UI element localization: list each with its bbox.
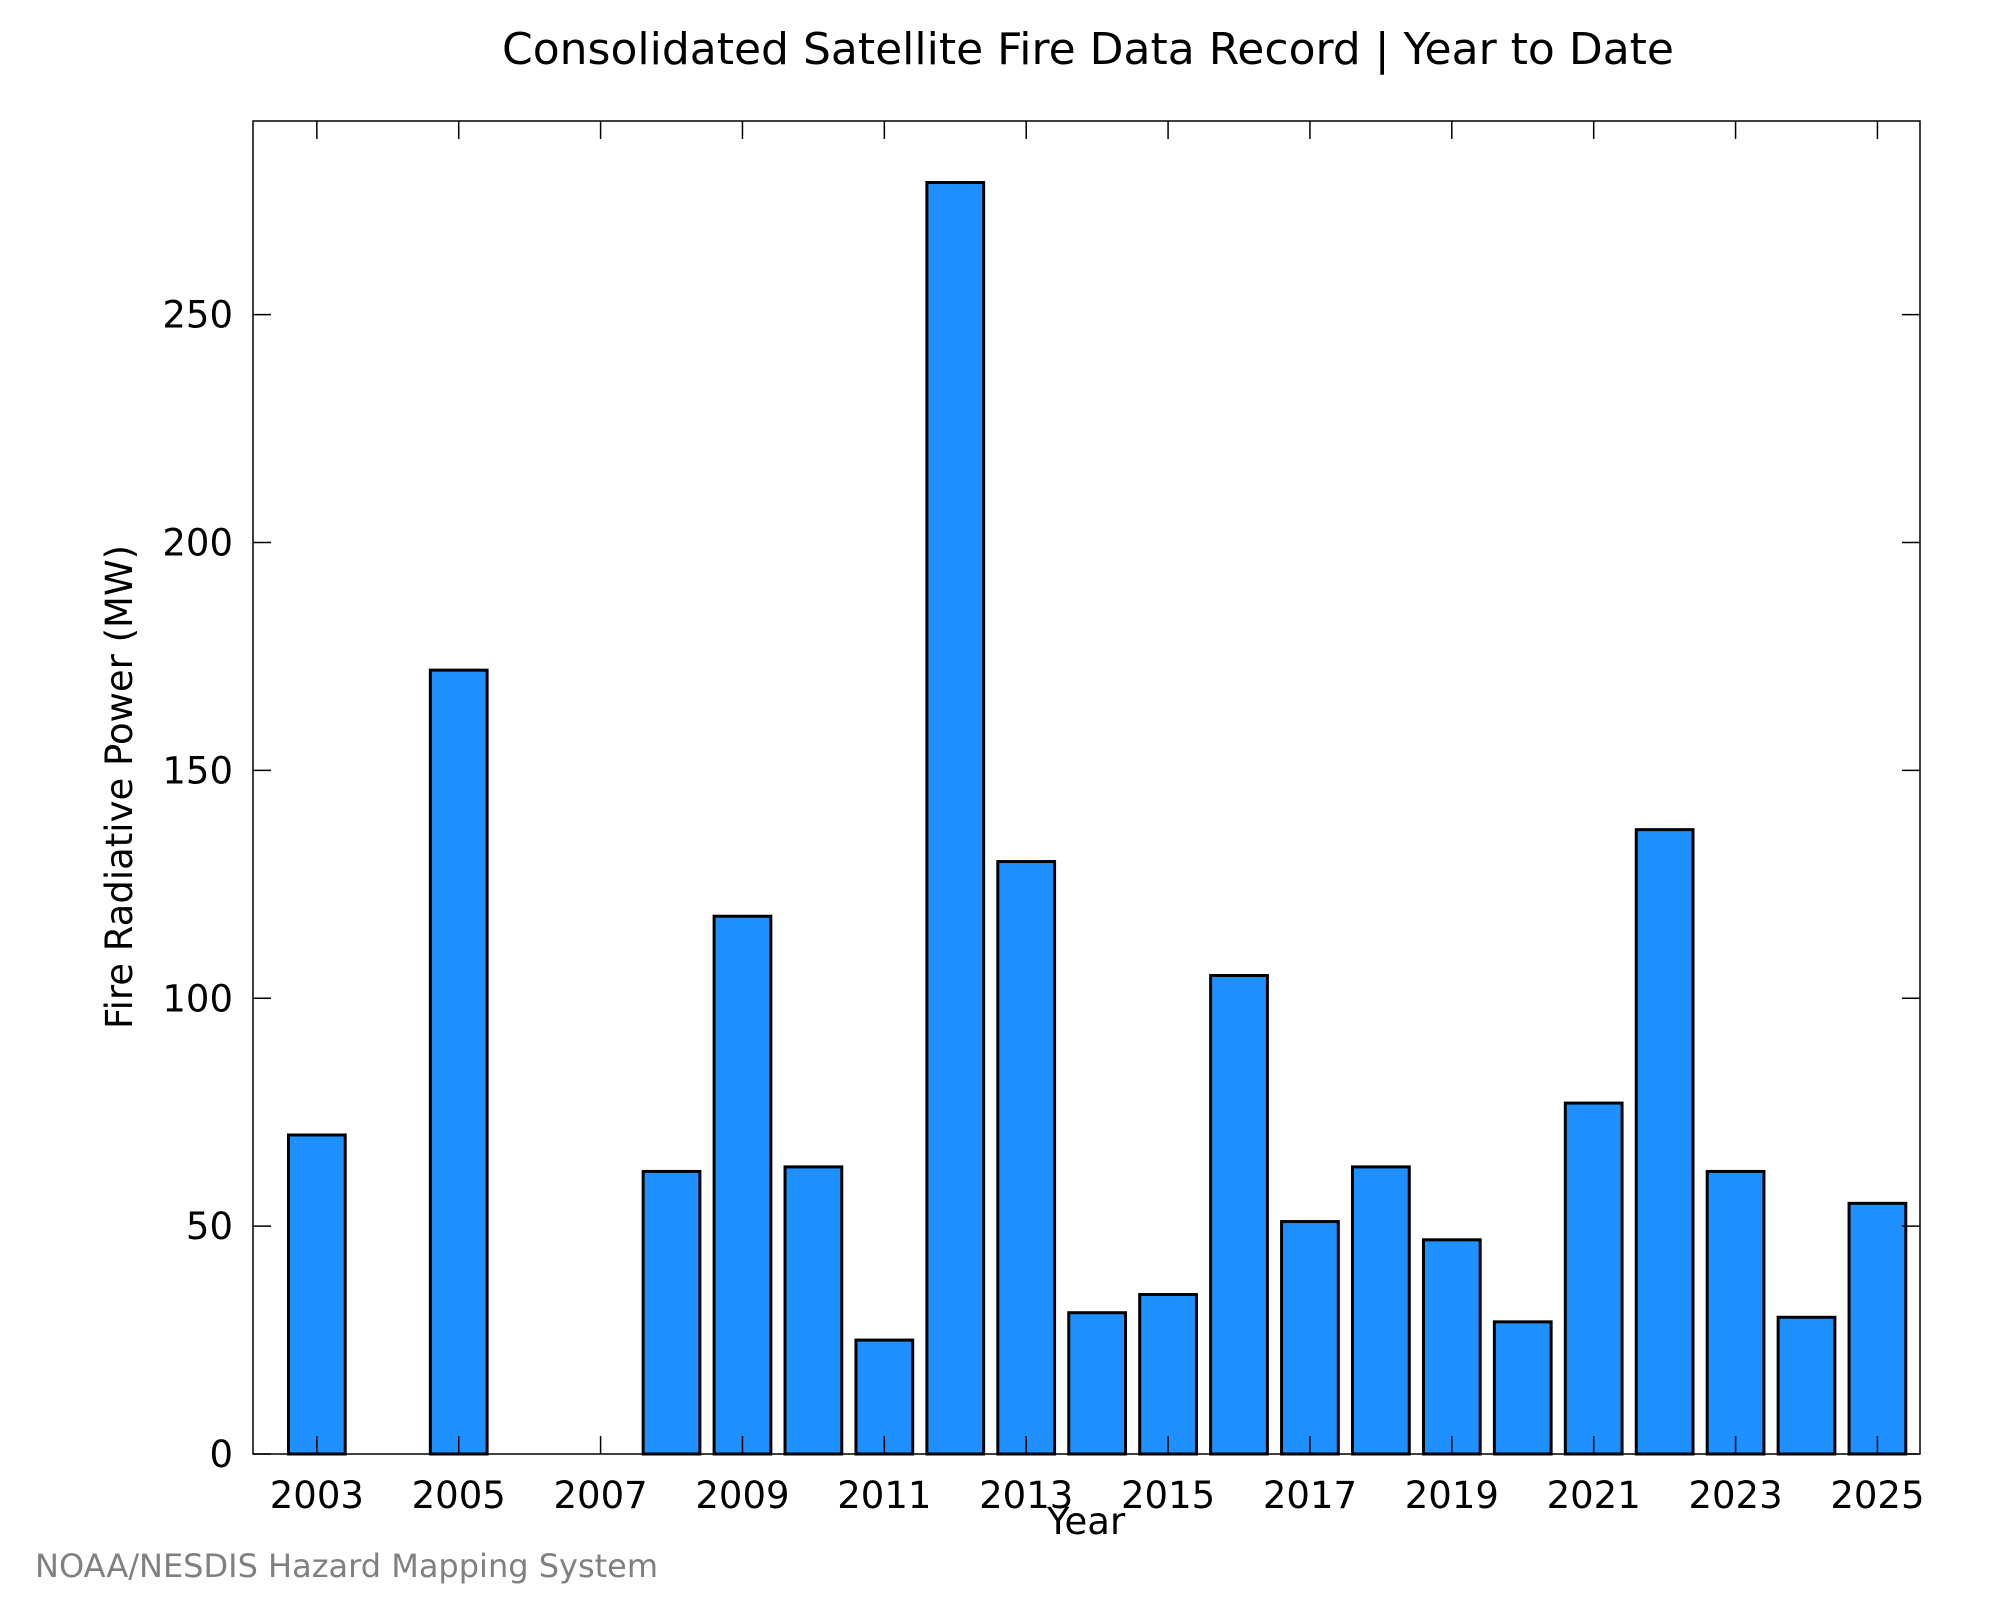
y-tick-label-0: 0 [209, 1433, 233, 1476]
bar-2017 [1280, 1220, 1340, 1456]
bar-2024 [1776, 1315, 1837, 1456]
bar-2012 [925, 181, 986, 1456]
x-tick-label-2003: 2003 [270, 1474, 364, 1517]
y-tick-label-100: 100 [162, 977, 233, 1020]
x-tick-label-2021: 2021 [1547, 1474, 1641, 1517]
bar-2023 [1705, 1169, 1766, 1456]
x-tick-label-2009: 2009 [695, 1474, 789, 1517]
y-tick-label-150: 150 [162, 749, 233, 792]
x-tick-label-2013: 2013 [979, 1474, 1073, 1517]
bar-2003 [286, 1133, 347, 1456]
bar-2016 [1209, 973, 1269, 1456]
x-axis-label: Year [1046, 1500, 1126, 1543]
x-tick-label-2023: 2023 [1688, 1474, 1782, 1517]
bar-2015 [1138, 1293, 1198, 1456]
y-axis-label: Fire Radiative Power (MW) [98, 545, 141, 1029]
x-tick-label-2015: 2015 [1121, 1474, 1215, 1517]
bar-2022 [1634, 828, 1695, 1456]
y-tick-label-50: 50 [186, 1205, 233, 1248]
bar-2005 [428, 668, 489, 1456]
bar-2018 [1351, 1165, 1411, 1456]
plot-frame [252, 120, 1921, 1455]
x-tick-label-2011: 2011 [837, 1474, 931, 1517]
bar-2020 [1492, 1320, 1553, 1456]
source-note: NOAA/NESDIS Hazard Mapping System [35, 1547, 658, 1585]
y-tick-label-250: 250 [162, 294, 233, 337]
ticks-layer: 2003 2005 2007 2009 2011 2013 2015 2017 2019 2021… [162, 121, 1925, 1517]
bar-2019 [1421, 1238, 1482, 1456]
bars-layer [286, 181, 1908, 1456]
y-tick-label-200: 200 [162, 522, 233, 565]
bar-2008 [641, 1169, 702, 1456]
bar-2025 [1847, 1201, 1908, 1456]
x-tick-label-2005: 2005 [412, 1474, 506, 1517]
bar-2021 [1563, 1101, 1624, 1456]
x-tick-label-2007: 2007 [554, 1474, 648, 1517]
bar-2009 [712, 914, 773, 1456]
bar-2013 [996, 860, 1057, 1456]
bar-2010 [783, 1165, 844, 1456]
x-tick-label-2019: 2019 [1405, 1474, 1499, 1517]
chart-title: Consolidated Satellite Fire Data Record … [502, 24, 1674, 75]
x-tick-label-2017: 2017 [1263, 1474, 1357, 1517]
x-tick-label-2025: 2025 [1830, 1474, 1924, 1517]
bar-2014 [1067, 1311, 1128, 1456]
